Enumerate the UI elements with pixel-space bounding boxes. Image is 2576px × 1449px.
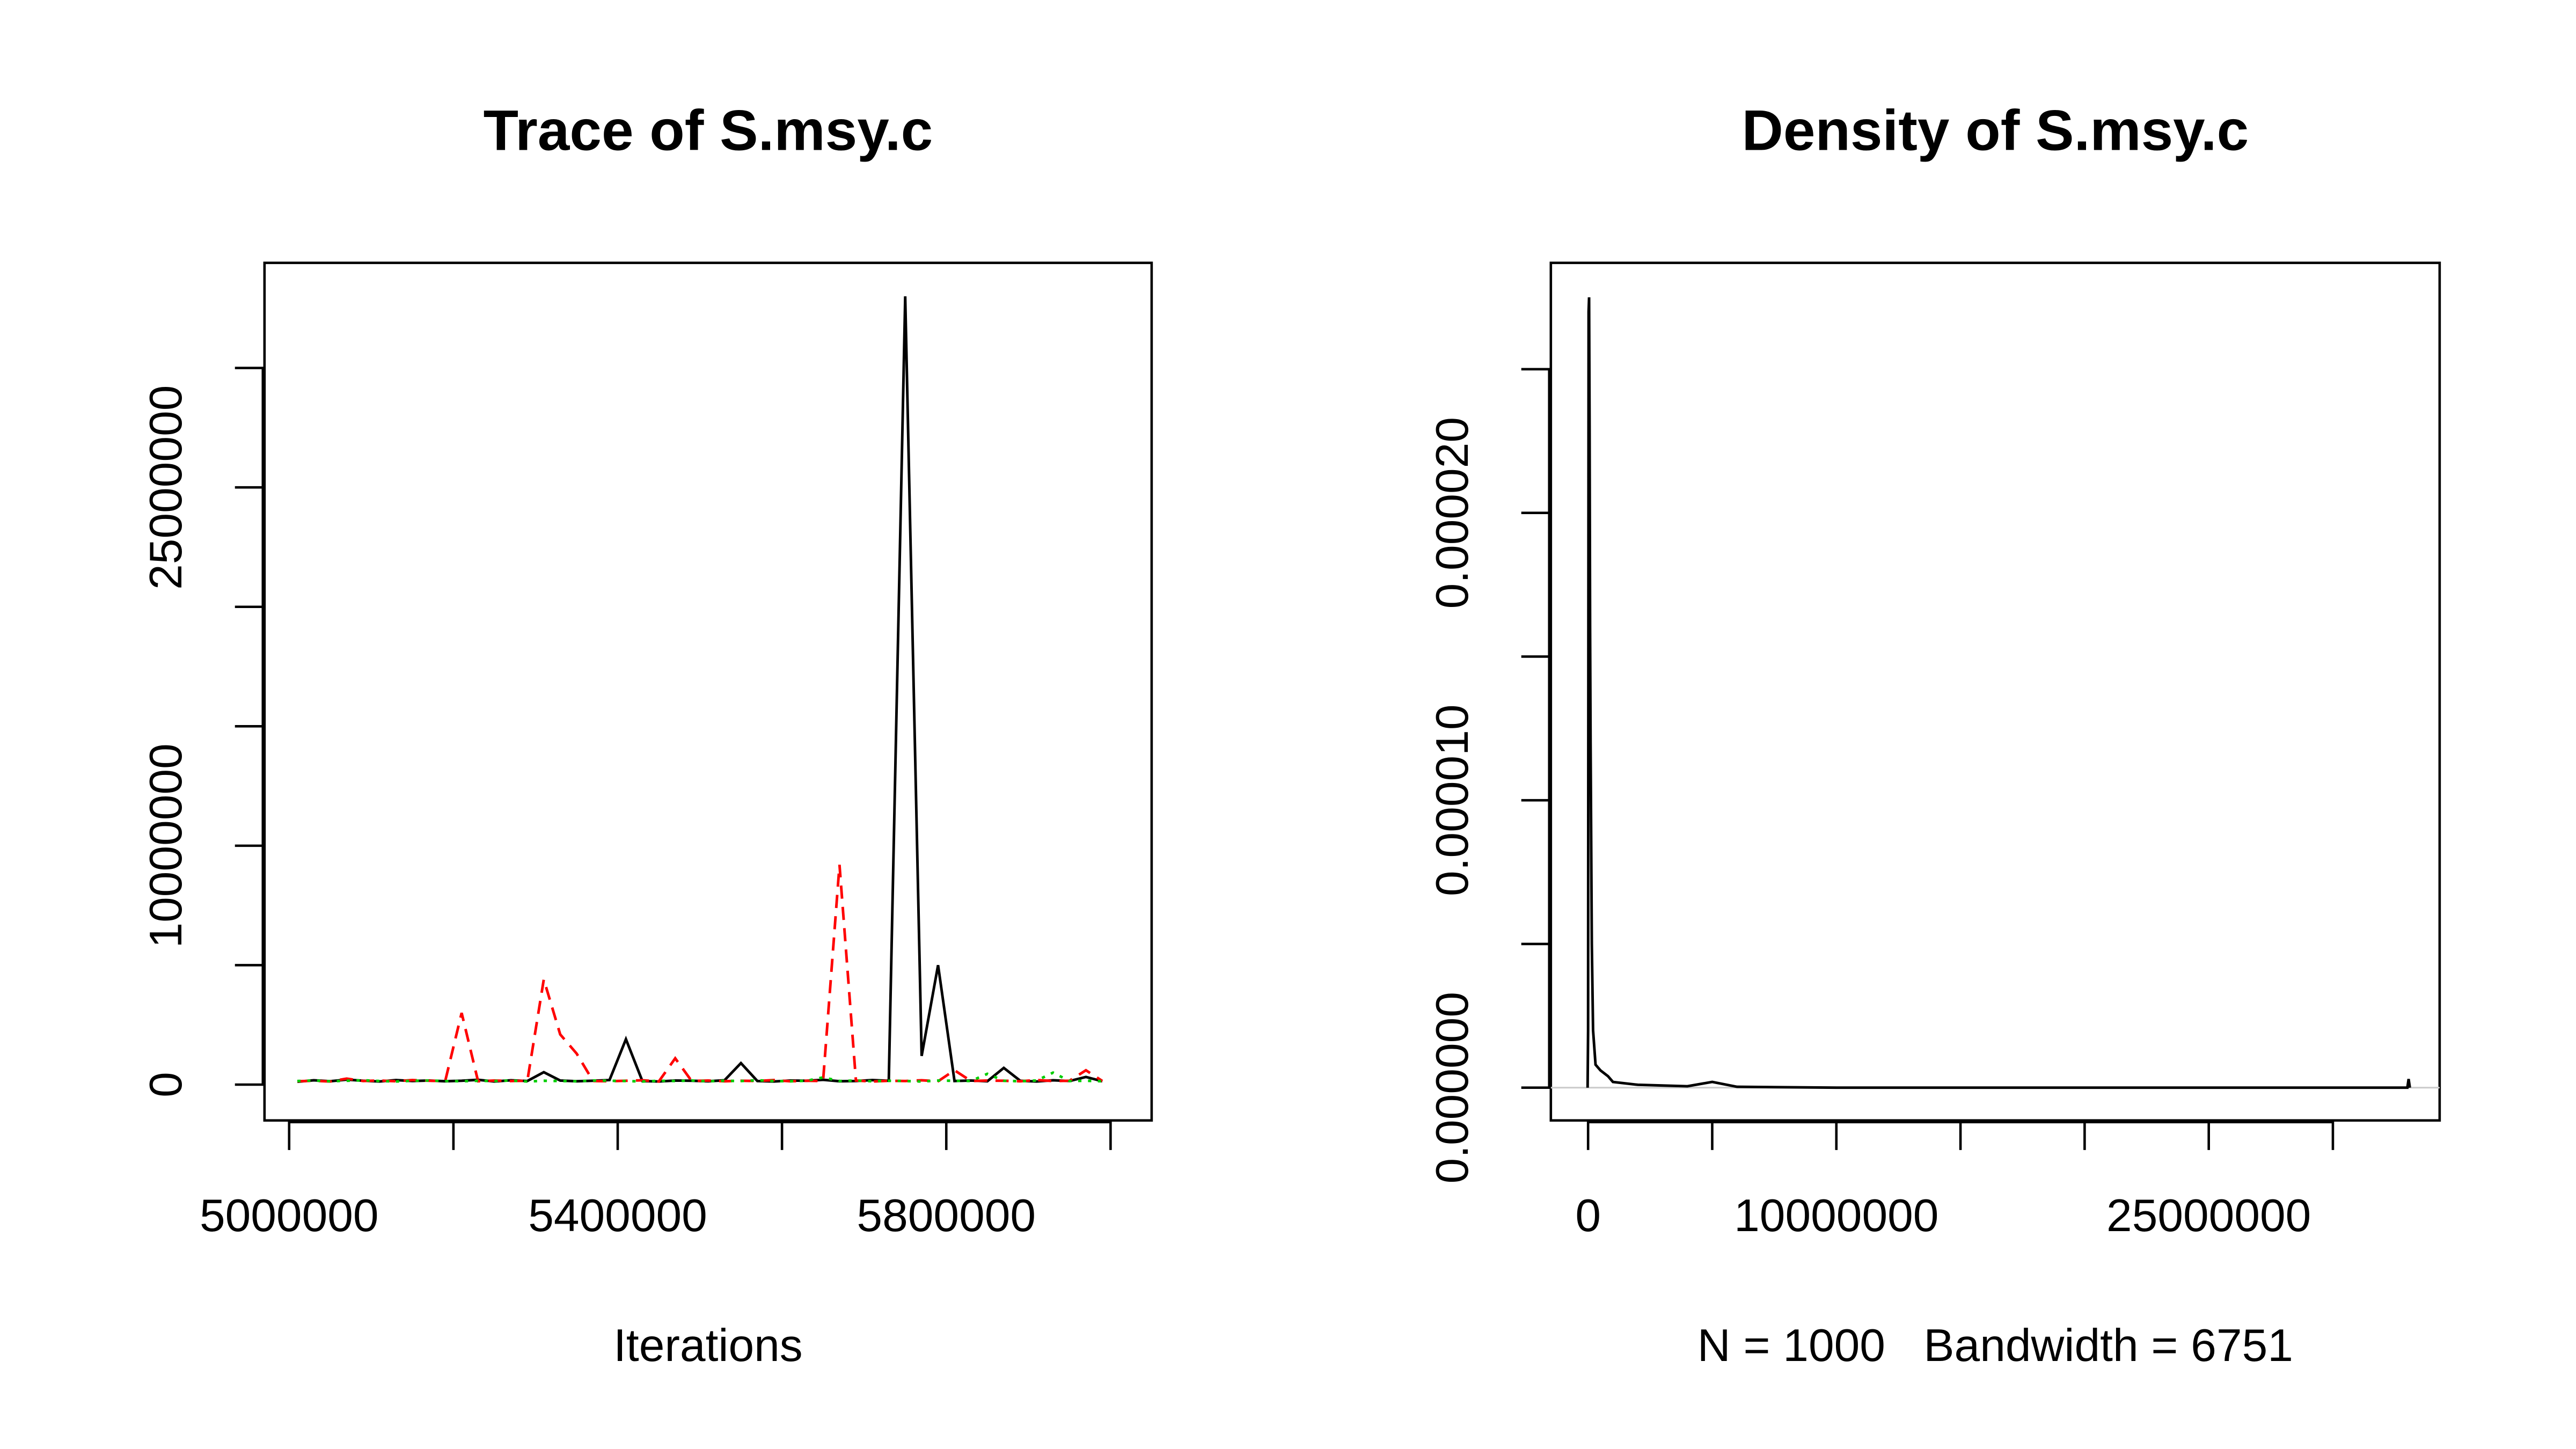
x-tick-label: 25000000 bbox=[2106, 1190, 2311, 1241]
x-tick-label: 5800000 bbox=[857, 1190, 1036, 1241]
x-axis-label: Iterations bbox=[613, 1320, 803, 1371]
series-line bbox=[297, 865, 1103, 1083]
series-line bbox=[297, 296, 1103, 1084]
series-line bbox=[1586, 297, 2411, 1089]
chart-title: Trace of S.msy.c bbox=[484, 98, 933, 162]
plot-frame bbox=[263, 261, 1153, 1122]
series-line bbox=[297, 1071, 1103, 1083]
x-tick-label: 10000000 bbox=[1734, 1190, 1938, 1241]
x-tick-label: 5000000 bbox=[200, 1190, 379, 1241]
y-tick-label: 10000000 bbox=[140, 743, 192, 948]
y-tick-label: 0 bbox=[140, 1072, 192, 1097]
chart-title: Density of S.msy.c bbox=[1742, 98, 2249, 162]
x-tick-label: 5400000 bbox=[528, 1190, 707, 1241]
plot-frame bbox=[1549, 261, 2441, 1122]
x-axis-label: N = 1000 Bandwidth = 6751 bbox=[1697, 1320, 2293, 1371]
y-tick-label: 0.000020 bbox=[1426, 417, 1478, 609]
y-tick-label: 0.000010 bbox=[1426, 704, 1478, 896]
y-tick-label: 0.000000 bbox=[1426, 992, 1478, 1183]
x-tick-label: 0 bbox=[1575, 1190, 1601, 1241]
y-tick-label: 25000000 bbox=[140, 385, 192, 590]
